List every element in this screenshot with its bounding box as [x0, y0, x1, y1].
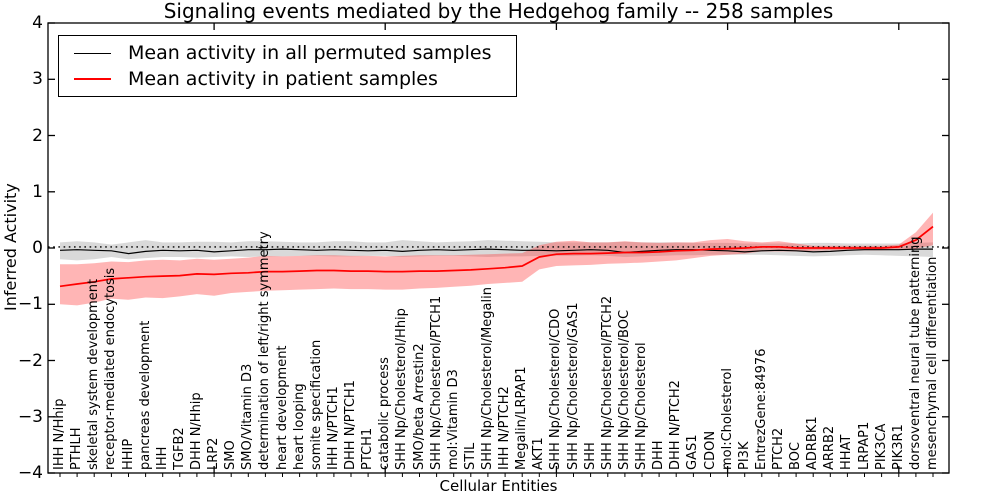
x-tick-label: DHH [651, 440, 667, 470]
x-tick-label: PTHLH [69, 427, 85, 470]
legend: Mean activity in all permuted samples Me… [58, 35, 517, 97]
x-tick-label: DHH N/PTCH2 [668, 380, 684, 470]
y-tick-label: −4 [17, 463, 43, 483]
legend-label-permuted: Mean activity in all permuted samples [128, 42, 492, 64]
x-tick-label: skeletal system development [86, 278, 102, 470]
x-tick-label: HHAT [839, 434, 855, 470]
x-tick-label: heart looping [291, 383, 307, 470]
x-tick-label: catabolic process [377, 357, 393, 470]
x-tick-label: somite specification [308, 339, 324, 470]
chart-title: Signaling events mediated by the Hedgeho… [163, 0, 834, 23]
patient-mean-line [59, 225, 934, 288]
x-tick-label: IHH N/Hhip [52, 398, 67, 471]
x-tick-label: SHH [582, 442, 598, 470]
x-tick-label: dorsoventral neural tube patterning [907, 236, 923, 470]
x-tick-label: ARRB2 [822, 425, 838, 470]
patient-band [60, 212, 933, 306]
x-tick-label: PTCH1 [360, 427, 376, 470]
x-tick-label: PI3K [736, 441, 752, 470]
patient-line-sample [74, 78, 111, 80]
x-tick-label: determination of left/right symmetry [257, 231, 273, 470]
y-tick-label: 4 [32, 13, 43, 33]
legend-row-patient: Mean activity in patient samples [74, 68, 516, 90]
y-tick-label: −3 [17, 406, 43, 427]
x-tick-label: LRP2 [206, 437, 222, 470]
y-tick-label: 0 [32, 238, 43, 258]
legend-label-patient: Mean activity in patient samples [128, 68, 438, 90]
x-tick-label: DHH N/Hhip [188, 392, 204, 470]
x-tick-label: LRPAP1 [856, 421, 872, 470]
x-tick-label: AKT1 [531, 437, 547, 470]
permuted-mean-line [59, 248, 933, 255]
x-tick-label: PTCH2 [770, 427, 786, 470]
x-axis-title: Cellular Entities [439, 477, 558, 495]
x-tick-label: SMO/Vitamin D3 [240, 363, 256, 470]
x-tick-label: SHH Np/Cholesterol/Megalin [479, 287, 495, 470]
y-tick-label: 1 [32, 181, 43, 202]
x-tick-label: SHH Np/Cholesterol [634, 342, 649, 470]
y-tick-label: 3 [32, 69, 43, 90]
x-tick-label: EntrezGene:84976 [753, 348, 769, 470]
permuted-line-sample [74, 52, 111, 54]
x-tick-label: ADRBK1 [805, 416, 821, 470]
x-tick-label: SHH Np/Cholesterol/Hhip [394, 308, 410, 470]
x-tick-label: HHIP [120, 438, 136, 470]
x-tick-label: SMO/beta Arrestin2 [411, 343, 427, 470]
x-tick-label: receptor-mediated endocytosis [103, 267, 119, 470]
x-tick-label: mesenchymal cell differentiation [925, 256, 940, 470]
x-tick-label: pancreas development [137, 320, 153, 470]
y-tick-label: −2 [17, 350, 43, 371]
x-tick-label: heart development [274, 345, 290, 470]
x-tick-label: TGFB2 [171, 427, 187, 470]
x-tick-label: Megalin/LRPAP1 [514, 366, 530, 470]
x-tick-label: IHH N/PTCH1 [325, 386, 341, 470]
x-tick-label: IHH N/PTCH2 [497, 386, 513, 470]
x-tick-label: IHH [154, 446, 170, 470]
x-tick-label: SHH Np/Cholesterol/PTCH2 [599, 295, 615, 470]
x-tick-label: BOC [788, 442, 804, 470]
x-tick-label: SHH Np/Cholesterol/PTCH1 [428, 295, 444, 470]
y-tick-label: 2 [32, 125, 43, 146]
x-tick-label: DHH N/PTCH1 [343, 380, 358, 470]
permuted-band [60, 240, 933, 261]
y-axis-title: Inferred Activity [1, 183, 20, 311]
legend-row-permuted: Mean activity in all permuted samples [74, 42, 516, 64]
x-tick-label: PIK3R1 [890, 424, 906, 470]
x-tick-label: mol:Cholesterol [719, 368, 735, 470]
y-tick-label: −1 [17, 294, 43, 315]
x-tick-label: CDON [702, 430, 718, 470]
x-tick-label: STIL [462, 442, 478, 470]
x-tick-label: SHH Np/Cholesterol/GAS1 [565, 302, 581, 470]
x-tick-label: GAS1 [685, 434, 701, 471]
x-tick-label: SHH Np/Cholesterol/BOC [616, 309, 632, 470]
x-tick-label: SHH Np/Cholesterol/CDO [548, 308, 564, 470]
x-tick-label: mol:Vitamin D3 [445, 369, 461, 470]
x-tick-label: SMO [223, 440, 239, 470]
x-tick-label: PIK3CA [873, 423, 889, 470]
